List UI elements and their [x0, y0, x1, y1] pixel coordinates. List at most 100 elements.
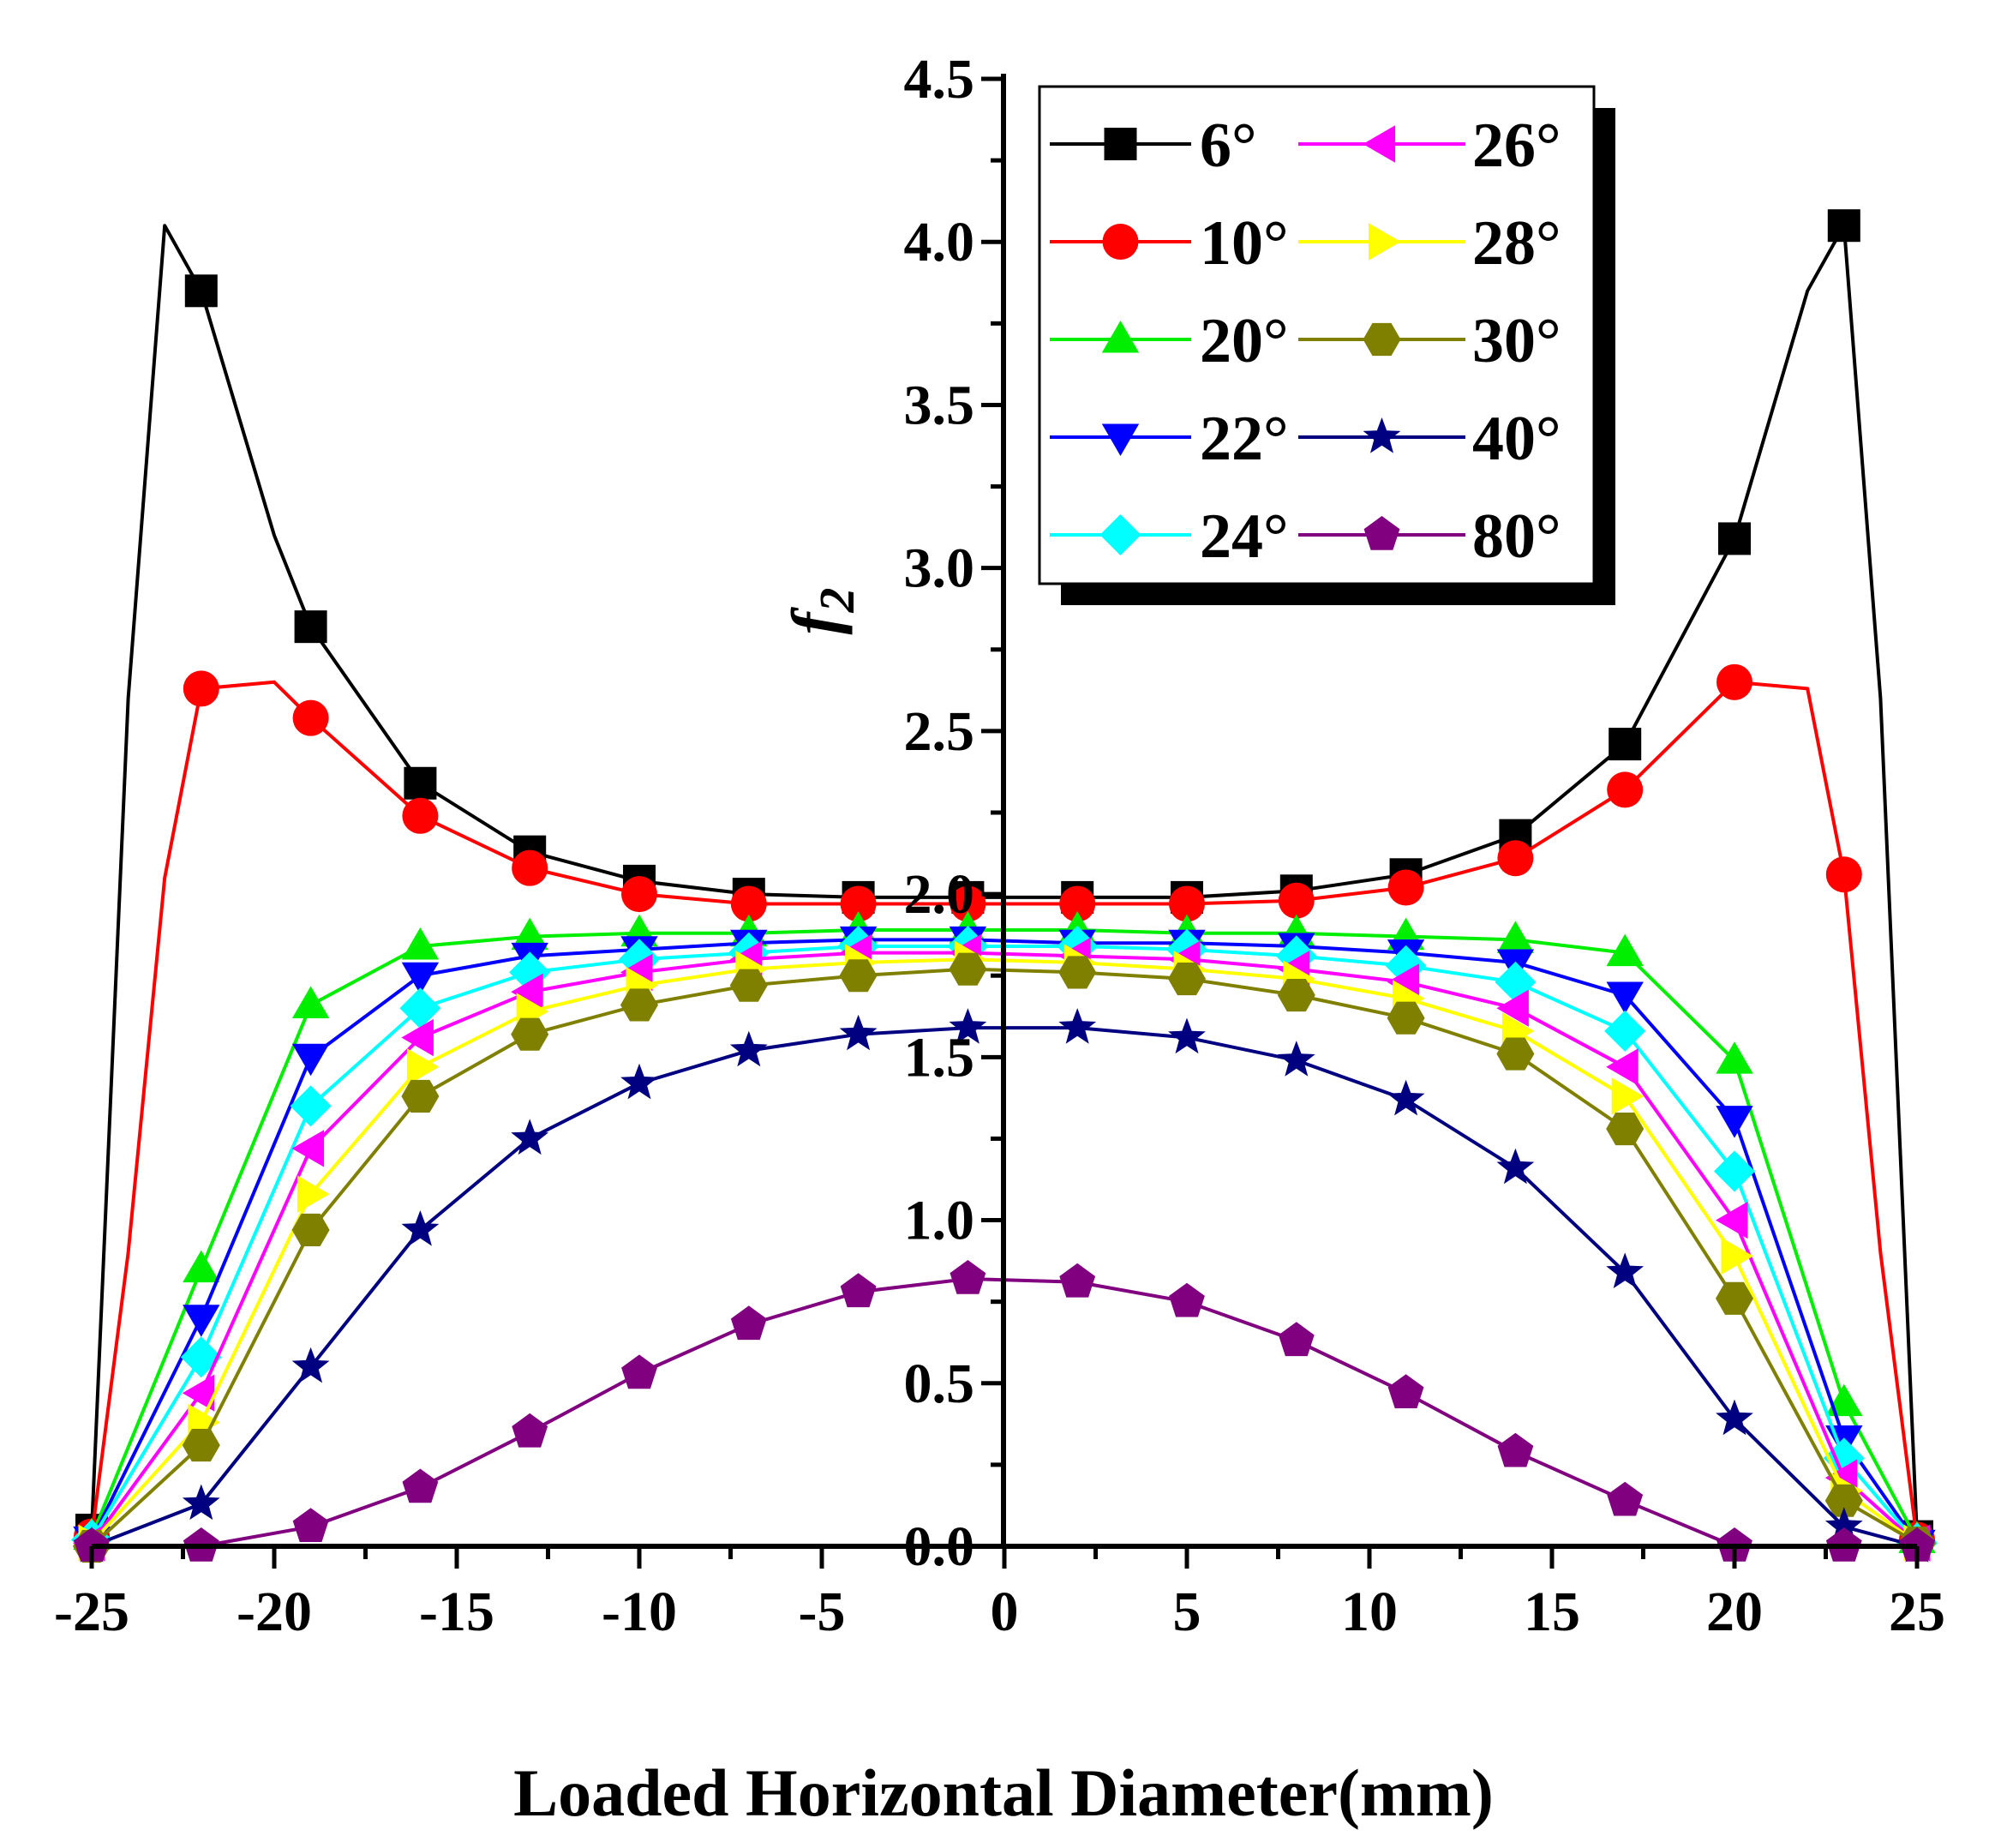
legend-item: 26° [1298, 111, 1561, 181]
y-tick-label: 1.5 [904, 1026, 975, 1089]
data-point [183, 1305, 220, 1337]
legend-label: 40° [1472, 404, 1561, 474]
data-point [1496, 921, 1535, 953]
data-point [402, 1468, 439, 1503]
legend-marker [1104, 128, 1137, 160]
data-point [1827, 209, 1860, 243]
data-point [730, 885, 767, 922]
legend-item: 20° [1050, 306, 1289, 376]
series-line [91, 1026, 1918, 1548]
legend-marker [1101, 423, 1140, 456]
data-point [1497, 840, 1534, 877]
data-point [839, 1014, 878, 1051]
data-point [511, 1119, 549, 1155]
legend: 6° 10° 20° 22° 24° 26° 28° 30° 40° 80° [1038, 85, 1596, 585]
series-line [90, 957, 1919, 1545]
data-point [297, 1175, 330, 1213]
data-point [621, 1354, 657, 1389]
data-point [950, 1260, 986, 1294]
data-point [1718, 522, 1751, 555]
legend-label: 26° [1472, 111, 1561, 181]
data-point [1824, 1484, 1863, 1517]
legend-label: 6° [1200, 111, 1257, 181]
svg-text:f2: f2 [778, 588, 865, 635]
data-point [840, 885, 877, 922]
legend-label: 30° [1472, 306, 1561, 376]
data-point [839, 959, 878, 993]
legend-marker [1363, 125, 1395, 163]
data-point [949, 952, 987, 986]
data-point [184, 274, 218, 308]
data-point [1716, 663, 1752, 700]
data-point [1607, 1481, 1644, 1516]
data-point [620, 988, 658, 1022]
data-point [1496, 989, 1529, 1027]
data-point [1825, 856, 1862, 893]
y-axis-title-subscript: 2 [809, 588, 865, 614]
data-point [1387, 1374, 1424, 1408]
legend-label: 22° [1200, 404, 1289, 474]
x-tick-label: 0 [991, 1581, 1019, 1643]
legend-marker [1102, 224, 1139, 260]
y-tick-label: 3.5 [904, 374, 975, 436]
data-point [950, 885, 986, 922]
data-point [1277, 1041, 1315, 1077]
data-point [511, 917, 548, 951]
data-point [401, 927, 440, 960]
y-tick-label: 0.0 [904, 1515, 975, 1578]
legend-box [1038, 85, 1596, 585]
x-tick-label: 15 [1524, 1581, 1580, 1643]
x-tick-label: -10 [602, 1581, 677, 1643]
legend-label: 10° [1200, 208, 1289, 279]
legend-marker [1101, 321, 1140, 353]
data-point [1606, 1113, 1645, 1146]
data-point [1387, 869, 1424, 906]
data-point [183, 1250, 220, 1283]
y-tick-label: 2.0 [904, 863, 975, 926]
data-point [182, 1374, 215, 1412]
data-point [182, 1484, 220, 1521]
data-point [620, 1063, 658, 1100]
data-point [512, 849, 548, 886]
series-10 [74, 1260, 1935, 1562]
series-line [92, 1277, 1917, 1548]
data-point [1606, 1252, 1645, 1288]
series-line [90, 951, 1919, 1545]
legend-label: 28° [1472, 208, 1561, 279]
data-point [840, 1273, 877, 1308]
data-point [729, 969, 768, 1002]
data-point [401, 962, 440, 995]
data-point [1716, 1201, 1748, 1239]
legend-marker [1363, 417, 1401, 453]
legend-item: 10° [1050, 208, 1289, 279]
legend-label: 24° [1200, 501, 1289, 572]
data-point [1387, 1079, 1425, 1116]
legend-marker [1363, 322, 1401, 357]
data-point [292, 1508, 329, 1542]
series-line [90, 938, 1919, 1545]
data-point [1606, 981, 1644, 1014]
legend-marker [1369, 223, 1401, 261]
data-point [1169, 1282, 1205, 1317]
data-point [401, 1210, 440, 1246]
x-tick-label: 25 [1889, 1581, 1945, 1643]
data-point [1058, 956, 1097, 989]
legend-item: 28° [1298, 208, 1561, 279]
y-tick-label: 4.5 [904, 48, 975, 111]
x-axis-title: Loaded Horizontal Diameter(mm) [513, 1755, 1494, 1830]
data-point [1609, 728, 1642, 761]
data-point [291, 1130, 325, 1167]
data-point [1496, 1148, 1535, 1185]
x-tick-label: 5 [1173, 1581, 1201, 1643]
data-point [292, 699, 329, 736]
data-point [399, 987, 441, 1029]
data-point [1721, 1237, 1753, 1275]
x-tick-label: -25 [54, 1581, 129, 1643]
data-point [1606, 933, 1644, 967]
legend-item: 30° [1298, 306, 1561, 376]
series-layer [71, 209, 1938, 1564]
legend-marker [1099, 514, 1141, 555]
data-point [1604, 1010, 1646, 1052]
